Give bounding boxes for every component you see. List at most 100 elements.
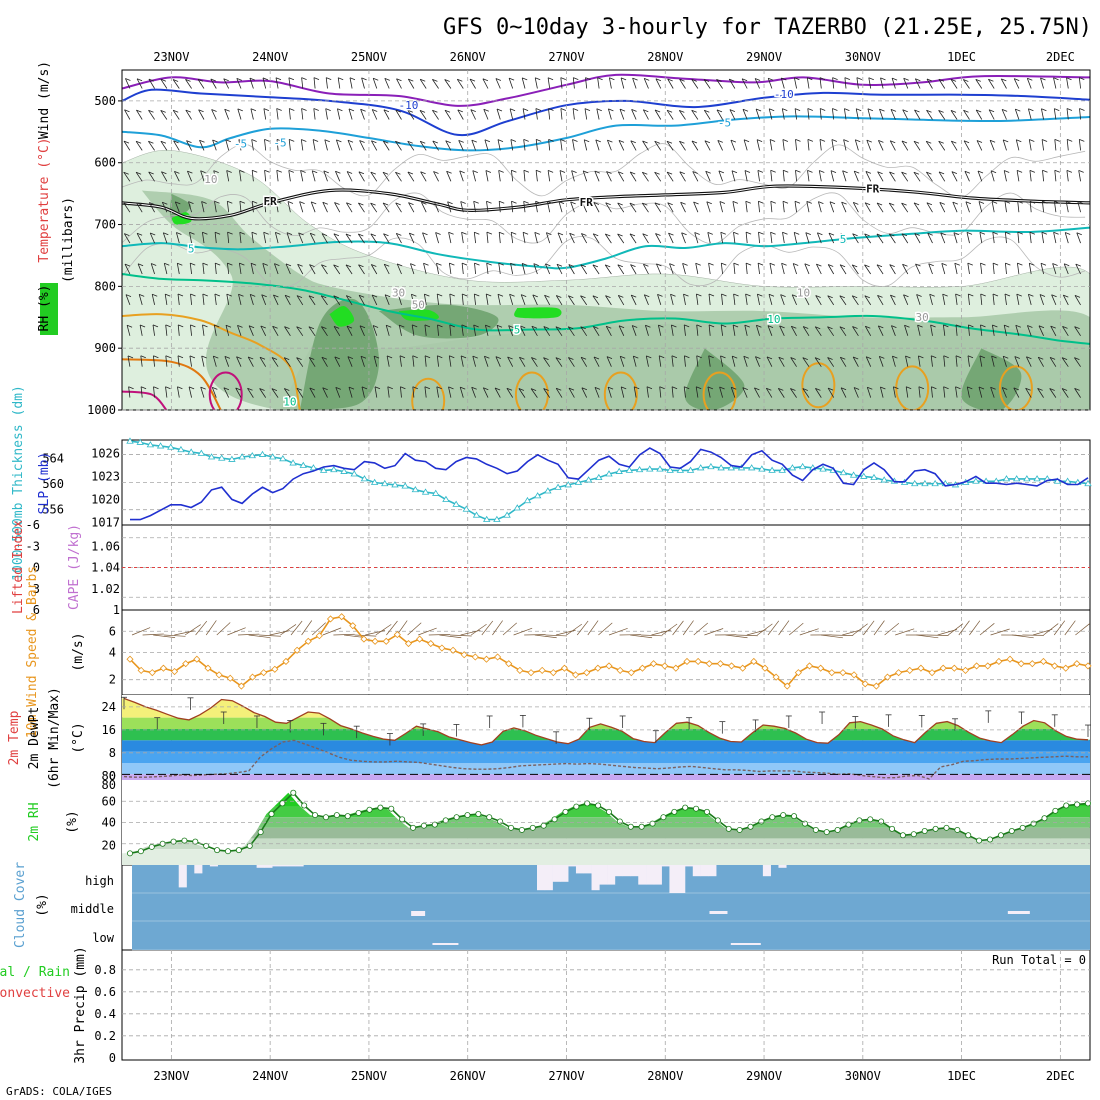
- wind-barb: [1041, 139, 1044, 151]
- wind-barb: [301, 77, 304, 89]
- wind-barb-feather: [968, 324, 974, 328]
- wind-barb: [777, 388, 785, 398]
- wind-barb: [189, 232, 192, 244]
- xtick-top-label: 27NOV: [548, 50, 584, 64]
- wind-barb-feather: [520, 325, 526, 329]
- wind-barb-feather: [903, 77, 909, 81]
- rh2m-line-point: [1085, 800, 1092, 807]
- wind-barb-feather: [745, 293, 751, 297]
- wind10m-barb: [439, 634, 462, 639]
- wind-barb-feather: [407, 109, 413, 113]
- wind-barb-feather: [708, 324, 715, 328]
- wind-barb: [814, 357, 822, 367]
- wind-barb: [570, 201, 575, 213]
- wind-barb-feather: [955, 293, 961, 297]
- wind10m-line-point: [694, 657, 702, 666]
- wind-barb: [667, 78, 674, 89]
- wind-barb-feather: [1074, 357, 1080, 360]
- wind-barb-feather: [251, 231, 258, 235]
- wind-barb-feather: [877, 171, 883, 175]
- wind-barb: [594, 170, 600, 182]
- wind10m-line-point: [1006, 655, 1014, 663]
- wind-barb: [913, 140, 921, 151]
- wind-barb: [782, 139, 785, 151]
- wind-barb-feather: [407, 140, 413, 144]
- xtick-bottom-label: 2DEC: [1046, 1069, 1075, 1083]
- wind-barb-feather: [348, 386, 355, 390]
- wind-barb: [770, 232, 773, 244]
- wind-barb-feather: [211, 109, 217, 112]
- wind-barb: [618, 325, 625, 336]
- wind-barb: [545, 263, 551, 275]
- wind-barb-feather: [617, 233, 623, 237]
- wind10m-line-point: [293, 646, 301, 654]
- wind-barb: [172, 110, 180, 120]
- wind-barb: [543, 388, 551, 398]
- wind-barb-feather: [359, 140, 365, 143]
- warm-loop-3: [801, 362, 836, 409]
- cloud-high-bar: [646, 865, 655, 885]
- wind-barb: [1066, 139, 1069, 151]
- wind-barb-feather: [893, 386, 899, 390]
- wind-barb-feather: [1028, 108, 1034, 112]
- wind-barb: [239, 263, 242, 275]
- wind-barb-feather: [745, 231, 752, 235]
- wind10m-barb: [916, 634, 939, 639]
- wind-barb-feather: [901, 140, 908, 144]
- wind-barb: [758, 201, 760, 213]
- xtick-top-label: 29NOV: [746, 50, 782, 64]
- wind-barb-feather: [250, 294, 256, 297]
- wind-barb-feather: [1001, 109, 1008, 112]
- wind-barb-feather: [943, 324, 949, 328]
- wind-barb-feather: [449, 324, 455, 328]
- wind10m-line-point: [895, 669, 903, 677]
- wind-barb-feather: [671, 355, 678, 359]
- wind-barb: [177, 386, 180, 398]
- wind-barb-feather: [793, 263, 799, 266]
- wind-barb-feather: [335, 170, 341, 174]
- thickness-line-point: [136, 438, 144, 445]
- wind-barb: [486, 263, 489, 275]
- wind-barb-feather: [927, 232, 933, 236]
- wind-barb: [1074, 295, 1081, 306]
- thickness-line-point: [768, 466, 776, 473]
- wind-barb-feather: [276, 139, 283, 142]
- wind-barb-feather: [606, 325, 612, 329]
- wind-barb-feather: [301, 139, 307, 142]
- wind-barb: [742, 109, 748, 120]
- wind-barb-feather: [556, 295, 562, 298]
- thickness-line-point: [146, 441, 155, 448]
- wind-barb-feather: [817, 232, 823, 236]
- wind-barb-feather: [136, 232, 143, 236]
- wind-barb: [284, 295, 291, 306]
- wind-barb: [889, 140, 896, 151]
- wind-barb: [913, 202, 921, 213]
- wind-barb-feather: [617, 264, 623, 268]
- rh2m-line-point: [453, 814, 460, 821]
- wind-barb-feather: [289, 108, 295, 111]
- wind-barb-feather: [237, 325, 243, 328]
- wind-barb: [1014, 356, 1020, 367]
- wind-barb-feather: [125, 78, 131, 81]
- wind-barb: [806, 201, 810, 213]
- wind-barb-feather: [593, 326, 599, 329]
- warm-loop-5: [998, 365, 1033, 410]
- wind10m-barb: [682, 620, 694, 636]
- cloud-high-bar: [700, 865, 709, 877]
- wind-barb-feather: [707, 386, 714, 390]
- wind-barb-feather: [559, 170, 566, 173]
- wind-barb-feather: [655, 78, 662, 82]
- wind-barb-feather: [445, 140, 451, 144]
- wind-barb-feather: [832, 77, 838, 80]
- wind-barb: [1004, 201, 1007, 213]
- wind-barb-feather: [876, 202, 883, 206]
- wind-barb-feather: [420, 171, 426, 175]
- wind-barb-feather: [918, 386, 925, 390]
- wind-barb: [1040, 77, 1044, 89]
- wind-barb: [335, 387, 341, 398]
- legend-temperature: Temperature (°C): [37, 137, 52, 262]
- wind-barb-feather: [201, 355, 207, 359]
- wind-barb: [609, 77, 612, 89]
- wind-barb: [135, 171, 143, 182]
- wind-barb-feather: [868, 77, 874, 81]
